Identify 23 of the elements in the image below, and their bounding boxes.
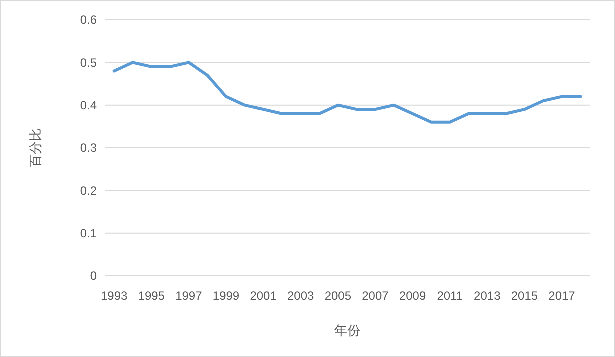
x-tick-label: 2009 <box>399 289 426 303</box>
y-tick-label: 0.6 <box>80 13 98 28</box>
x-tick-label: 2013 <box>474 289 502 303</box>
x-tick-label: 1999 <box>212 289 240 303</box>
x-tick-label: 2011 <box>437 289 464 303</box>
x-tick-label: 2001 <box>250 289 278 303</box>
x-tick-label: 2003 <box>288 289 315 303</box>
x-tick-label: 2007 <box>362 289 390 303</box>
x-tick-label: 2015 <box>511 289 538 303</box>
x-tick-label: 2017 <box>548 289 576 303</box>
y-axis-title: 百分比 <box>28 128 43 168</box>
y-tick-label: 0.2 <box>80 184 98 198</box>
y-tick-label: 0 <box>90 269 98 284</box>
y-tick-label: 0.3 <box>80 141 98 156</box>
x-tick-label: 1997 <box>176 289 203 303</box>
x-axis-title: 年份 <box>334 323 360 338</box>
x-tick-label: 1993 <box>100 289 128 303</box>
x-tick-label: 2005 <box>324 289 352 303</box>
y-tick-label: 0.5 <box>80 56 98 70</box>
y-tick-label: 0.1 <box>80 226 98 241</box>
y-tick-label: 0.4 <box>80 98 98 113</box>
x-tick-label: 1995 <box>138 289 166 303</box>
line-series <box>112 61 582 124</box>
